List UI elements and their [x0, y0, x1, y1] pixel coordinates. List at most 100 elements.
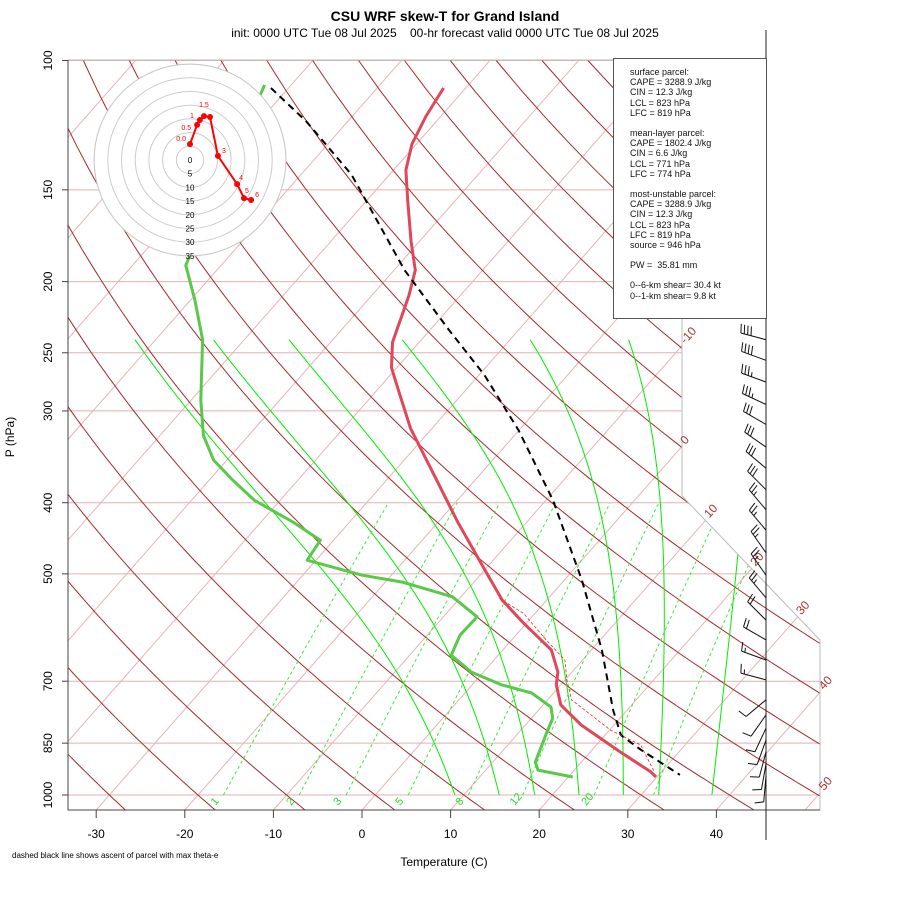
temperature-tick-label: -30	[88, 827, 106, 841]
barb-full	[741, 342, 744, 352]
x-axis-label: Temperature (C)	[400, 855, 487, 869]
temperature-tick-label: 40	[710, 827, 724, 841]
barb-full	[741, 384, 745, 394]
moist-adiabat-line	[213, 339, 500, 796]
barb-full	[747, 344, 750, 354]
barb-staff	[740, 672, 767, 681]
mean-layer-cin: CIN = 6.6 J/kg	[630, 148, 688, 159]
mean-layer-lcl: LCL = 771 hPa	[630, 158, 690, 169]
hodograph-ring-label: 5	[188, 170, 193, 179]
barb-full	[749, 406, 753, 416]
y-axis-label: P (hPa)	[3, 417, 17, 457]
barb-full	[747, 762, 758, 766]
barb-full	[749, 427, 755, 437]
dry-adiabat-line	[770, 60, 820, 810]
hodograph-point-label: 6	[255, 192, 259, 199]
barb-staff	[748, 509, 767, 531]
most-unstable-cape: CAPE = 3288.9 J/kg	[630, 199, 712, 210]
dry-adiabat-line	[68, 60, 127, 810]
isotherm-line	[68, 60, 491, 810]
hodograph-point-label: 4	[239, 175, 243, 182]
dry-adiabat-line	[68, 60, 486, 810]
chart-title: CSU WRF skew-T for Grand Island	[331, 8, 560, 24]
temperature-tick-label: 20	[533, 827, 547, 841]
barb-half	[750, 372, 753, 377]
dry-adiabat-line	[68, 60, 396, 810]
wind-barb	[745, 727, 767, 753]
barb-half	[754, 533, 759, 538]
hodograph-point	[240, 195, 247, 202]
most-unstable-lfc: LFC = 819 hPa	[630, 229, 691, 240]
barb-full	[751, 447, 757, 457]
mixing-ratio-label: 12	[508, 791, 525, 808]
mixing-ratio-line	[222, 502, 389, 796]
surface-cin: CIN = 12.3 J/kg	[630, 87, 693, 98]
wind-barb	[740, 323, 767, 341]
mixing-ratio-line	[593, 502, 724, 796]
isotherm-line	[538, 60, 820, 810]
hodograph-point	[207, 113, 214, 120]
mixing-ratio-line	[298, 502, 458, 796]
hodograph-ring	[121, 91, 259, 229]
barb-staff	[743, 411, 767, 425]
isotherm-label: -10	[677, 324, 699, 346]
moist-adiabat-line	[628, 339, 665, 796]
barb-full	[744, 365, 747, 375]
barb-full	[747, 366, 750, 376]
surface-parcel-header: surface parcel:	[630, 67, 690, 77]
temperature-tick-label: 30	[621, 827, 635, 841]
moist-adiabat-line	[529, 339, 624, 795]
pressure-tick-label: 100	[41, 50, 55, 70]
hodograph-point-label: 1.5	[199, 102, 209, 109]
barb-half	[753, 511, 757, 516]
most-unstable-cin: CIN = 12.3 J/kg	[630, 209, 693, 220]
barb-full	[748, 387, 752, 397]
wind-barb	[752, 763, 767, 791]
wind-barb	[748, 482, 767, 511]
hodograph-ring-label: 35	[186, 252, 195, 261]
parcel-stats-box: surface parcel: CAPE = 3288.9 J/kg CIN =…	[613, 58, 767, 319]
mixing-ratio-label: 2	[284, 796, 297, 808]
mixing-ratio-line	[522, 502, 660, 796]
hodograph-ring	[93, 63, 287, 257]
temperature-line	[390, 87, 658, 779]
barb-full	[750, 345, 754, 356]
isotherm-line	[68, 60, 402, 810]
hodograph-point-label: 1	[190, 113, 194, 120]
barb-full	[747, 463, 753, 472]
pressure-tick-label: 250	[41, 342, 55, 362]
dewpoint-line	[184, 84, 573, 779]
wind-barb	[743, 617, 767, 641]
wind-barb	[740, 663, 767, 681]
barb-staff	[740, 332, 767, 341]
wind-barb	[741, 342, 767, 361]
temperature-tick-label: 10	[444, 827, 458, 841]
barb-full	[744, 343, 747, 353]
virtual-temperature-line	[499, 598, 655, 772]
dry-adiabat-line	[358, 60, 820, 810]
wind-barb	[748, 570, 767, 599]
mixing-ratio-line	[345, 502, 501, 796]
barb-full	[745, 749, 756, 753]
mixing-ratio-label: 5	[393, 796, 406, 808]
dry-adiabat-line	[82, 60, 820, 810]
barb-full	[747, 425, 752, 435]
barb-staff	[763, 775, 767, 802]
chart-subtitle: init: 0000 UTC Tue 08 Jul 2025 00-hr for…	[231, 26, 659, 40]
dry-adiabat-line	[312, 60, 820, 810]
pressure-tick-label: 1000	[41, 781, 55, 808]
barb-full	[751, 484, 758, 493]
barb-full	[742, 732, 752, 737]
pressure-tick-label: 850	[41, 733, 55, 753]
barb-staff	[750, 553, 767, 576]
barb-staff	[760, 763, 767, 790]
hodograph-ring-label: 30	[186, 238, 195, 247]
temperature-tick-label: 0	[359, 827, 366, 841]
barb-full	[752, 527, 760, 535]
mixing-ratio-label: 20	[579, 791, 596, 808]
mixing-ratio-line	[653, 502, 777, 796]
hodograph-point	[187, 141, 193, 148]
most-unstable-lcl: LCL = 823 hPa	[630, 219, 690, 230]
